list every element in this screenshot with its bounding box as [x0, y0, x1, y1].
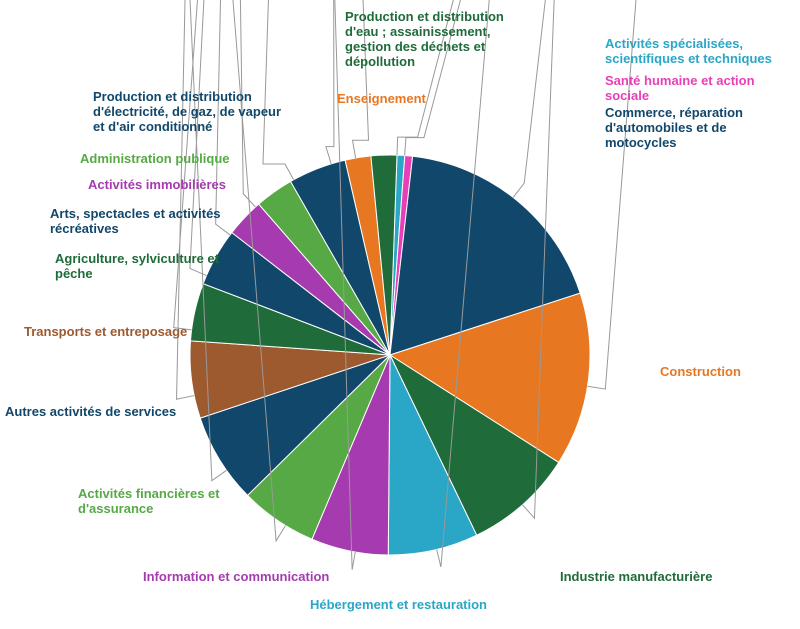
leader-line [397, 0, 601, 155]
leader-line [405, 0, 601, 156]
leader-line [513, 0, 601, 197]
pie-svg [0, 0, 800, 629]
leader-line [341, 0, 369, 158]
leader-line [588, 0, 656, 389]
leader-line [234, 0, 256, 207]
leader-line [263, 0, 294, 180]
leader-line [326, 0, 334, 164]
pie-chart-container: Activités spécialisées, scientifiques et… [0, 0, 800, 629]
leader-line [216, 0, 230, 235]
